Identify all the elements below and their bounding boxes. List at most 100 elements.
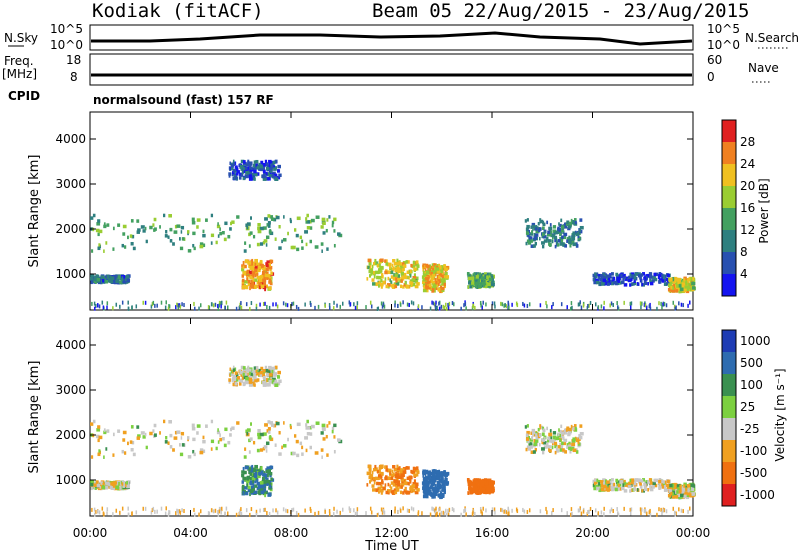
velocity-echo-3-157 — [254, 468, 257, 473]
velocity-echo-2-30 — [253, 366, 256, 370]
velocity-echo-7-143 — [570, 424, 573, 429]
velocity-echo-4-53 — [371, 484, 375, 488]
freq-unit: [MHz] — [2, 67, 37, 81]
velocity-speckle-109 — [429, 512, 432, 517]
power-speckle-76 — [93, 301, 96, 306]
velocity-echo-0-23 — [314, 451, 319, 455]
power-speckle-171 — [447, 302, 449, 307]
power-echo-7-176 — [532, 224, 536, 229]
velocity-echo-8-68 — [619, 487, 622, 491]
velocity-echo-2-92 — [247, 377, 250, 381]
velocity-echo-2-169 — [262, 380, 266, 385]
velocity-echo-9-165 — [680, 493, 684, 498]
power-echo-8-143 — [663, 278, 667, 283]
power-echo-0-78 — [210, 241, 213, 245]
velocity-echo-6-173 — [488, 483, 493, 488]
velocity-echo-4-129 — [415, 486, 419, 490]
power-echo-2-155 — [258, 162, 261, 167]
velocity-echo-5-8 — [429, 471, 434, 476]
velocity-echo-0-171 — [219, 437, 223, 442]
velocity-echo-2-80 — [255, 369, 259, 374]
power-echo-2-104 — [274, 159, 278, 164]
power-echo-2-153 — [256, 165, 260, 170]
velocity-echo-7-162 — [558, 428, 560, 432]
velocity-echo-2-122 — [273, 373, 277, 377]
power-speckle-131 — [474, 305, 476, 310]
velocity-speckle-72 — [539, 509, 542, 514]
power-echo-2-84 — [277, 169, 281, 173]
velocity-echo-7-89 — [568, 444, 572, 448]
power-echo-9-167 — [691, 281, 695, 286]
power-echo-0-72 — [292, 245, 296, 250]
power-echo-2-23 — [272, 171, 276, 176]
velocity-speckle-58 — [442, 510, 445, 515]
power-echo-7-143 — [570, 218, 573, 223]
power-speckle-96 — [282, 301, 285, 306]
power-echo-7-48 — [564, 225, 568, 229]
velocity-echo-3-148 — [241, 473, 245, 478]
power-speckle-233 — [609, 303, 611, 308]
power-echo-0-25 — [333, 229, 336, 233]
power-echo-0-24 — [250, 216, 252, 220]
power-echo-9-174 — [689, 287, 692, 291]
power-echo-1-153 — [126, 275, 129, 279]
power-echo-4-96 — [384, 277, 387, 281]
velocity-echo-4-104 — [379, 471, 382, 476]
power-echo-4-85 — [412, 260, 416, 265]
power-echo-4-168 — [413, 267, 417, 271]
velocity-echo-7-106 — [526, 445, 530, 449]
velocity-speckle-74 — [381, 510, 384, 515]
velocity-echoes — [90, 365, 696, 517]
power-speckle-126 — [382, 303, 385, 308]
power-echo-7-117 — [542, 220, 545, 225]
velocity-echo-2-103 — [277, 370, 281, 375]
velocity-echo-1-137 — [126, 484, 131, 489]
power-echo-6-117 — [483, 272, 488, 276]
velocity-speckle-253 — [176, 508, 178, 513]
velocity-echo-7-49 — [552, 431, 557, 435]
power-echo-8-165 — [608, 278, 611, 283]
velocity-echo-4-128 — [375, 476, 379, 481]
power-speckle-160 — [687, 303, 689, 308]
power-echo-0-13 — [205, 218, 208, 222]
power-echo-5-144 — [422, 273, 427, 277]
velocity-speckle-134 — [177, 511, 179, 516]
power-echo-4-27 — [390, 275, 394, 279]
velocity-echo-9-147 — [686, 484, 691, 488]
velocity-speckle-124 — [504, 509, 506, 514]
velocity-echo-3-178 — [252, 488, 255, 492]
velocity-echo-0-5 — [262, 432, 267, 436]
power-echo-4-35 — [374, 261, 377, 266]
velocity-echo-9-25 — [681, 495, 685, 500]
power-echo-8-122 — [662, 276, 666, 280]
velocity-speckle-34 — [167, 512, 170, 517]
power-echo-5-26 — [421, 275, 426, 279]
power-echo-1-178 — [90, 276, 94, 281]
velocity-echo-0-132 — [245, 429, 248, 434]
velocity-speckle-87 — [295, 510, 298, 515]
power-echo-4-156 — [388, 262, 392, 267]
power-echo-5-95 — [426, 288, 429, 293]
velocity-echo-7-157 — [560, 431, 565, 435]
power-echo-0-37 — [217, 222, 219, 226]
power-echo-3-144 — [254, 258, 259, 263]
power-echo-2-48 — [233, 173, 237, 177]
power-speckle-240 — [127, 306, 130, 311]
velocity-echo-7-2 — [550, 436, 553, 440]
velocity-echo-2-138 — [265, 372, 270, 377]
velocity-echo-0-67 — [269, 421, 274, 425]
power-echo-0-122 — [315, 215, 320, 219]
velocity-speckle-221 — [603, 506, 605, 511]
power-echo-8-101 — [651, 279, 655, 283]
velocity-echo-8-170 — [629, 478, 632, 483]
power-speckle-7 — [500, 301, 502, 306]
velocity-echo-4-154 — [368, 475, 373, 480]
velocity-echo-1-174 — [106, 481, 110, 486]
power-echo-2-96 — [274, 173, 278, 178]
velocity-echo-0-109 — [163, 419, 166, 424]
power-echo-8-105 — [633, 279, 636, 284]
velocity-echo-2-127 — [260, 366, 264, 371]
power-speckle-115 — [266, 304, 268, 309]
velocity-echo-1-80 — [90, 480, 95, 484]
velocity-echo-1-136 — [100, 481, 103, 485]
